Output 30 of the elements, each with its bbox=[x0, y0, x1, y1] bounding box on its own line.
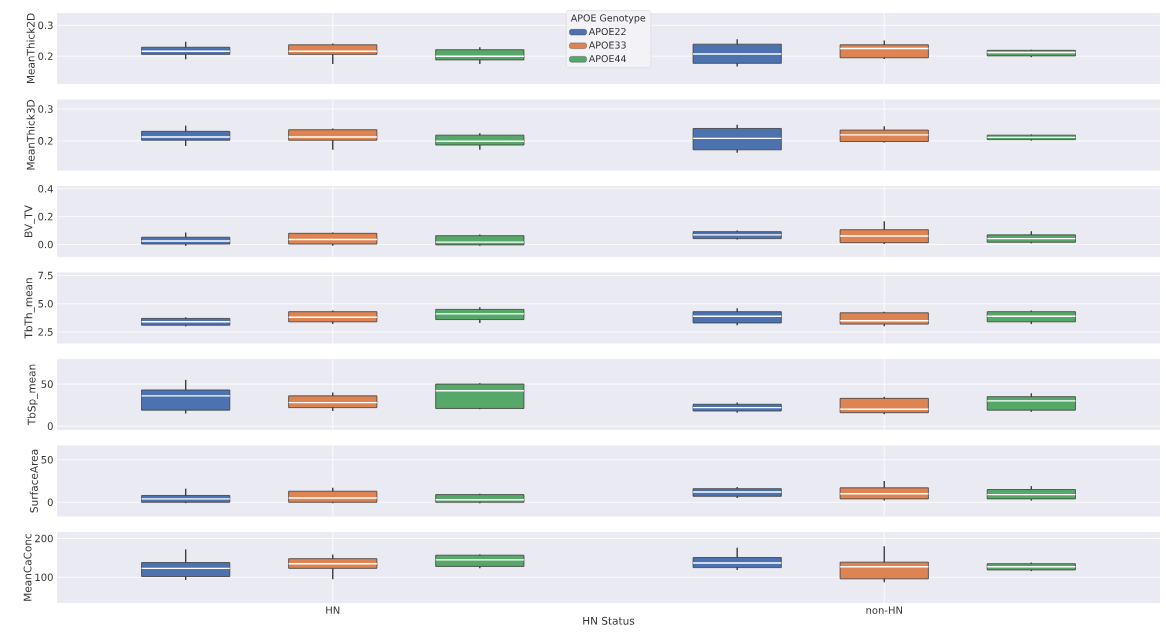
y-tick-label: 50 bbox=[41, 455, 53, 464]
y-tick-label: 0.4 bbox=[38, 184, 53, 193]
y-tick-label: 0.3 bbox=[38, 105, 53, 113]
y-tick-label: 0 bbox=[47, 422, 53, 430]
y-axis-title: TbSp_mean bbox=[27, 364, 38, 426]
y-tick-label: 0 bbox=[47, 498, 53, 507]
legend-label: APOE44 bbox=[588, 55, 627, 63]
y-tick-label: 0.2 bbox=[38, 212, 53, 221]
y-tick-label: 5.0 bbox=[38, 299, 53, 308]
y-tick-label: 0.0 bbox=[38, 240, 53, 249]
y-axis-title: BV_TV bbox=[24, 205, 35, 237]
y-tick-label: 7.5 bbox=[38, 271, 53, 280]
y-tick-label: 100 bbox=[35, 573, 53, 582]
legend-label: APOE33 bbox=[588, 41, 626, 49]
y-axis-title: MeanThick2D bbox=[26, 13, 35, 84]
y-tick-label: 50 bbox=[41, 380, 53, 388]
x-axis-title: HN Status bbox=[583, 616, 635, 625]
y-axis-title: TbTh_mean bbox=[24, 278, 35, 339]
y-tick-label: 0.3 bbox=[38, 21, 53, 30]
x-tick-label: HN bbox=[326, 606, 340, 614]
x-tick-label: non-HN bbox=[866, 606, 902, 614]
y-tick-label: 0.2 bbox=[38, 52, 53, 60]
y-tick-label: 0.2 bbox=[38, 137, 53, 145]
legend-title: APOE Genotype bbox=[570, 14, 646, 24]
y-axis-title: MeanThick3D bbox=[26, 100, 35, 170]
y-tick-label: 200 bbox=[35, 534, 53, 543]
y-axis-title: SurfaceArea bbox=[29, 449, 38, 513]
y-tick-label: 2.5 bbox=[38, 328, 53, 336]
legend-label: APOE22 bbox=[588, 27, 626, 36]
y-axis-title: MeanCaConc bbox=[23, 533, 32, 601]
